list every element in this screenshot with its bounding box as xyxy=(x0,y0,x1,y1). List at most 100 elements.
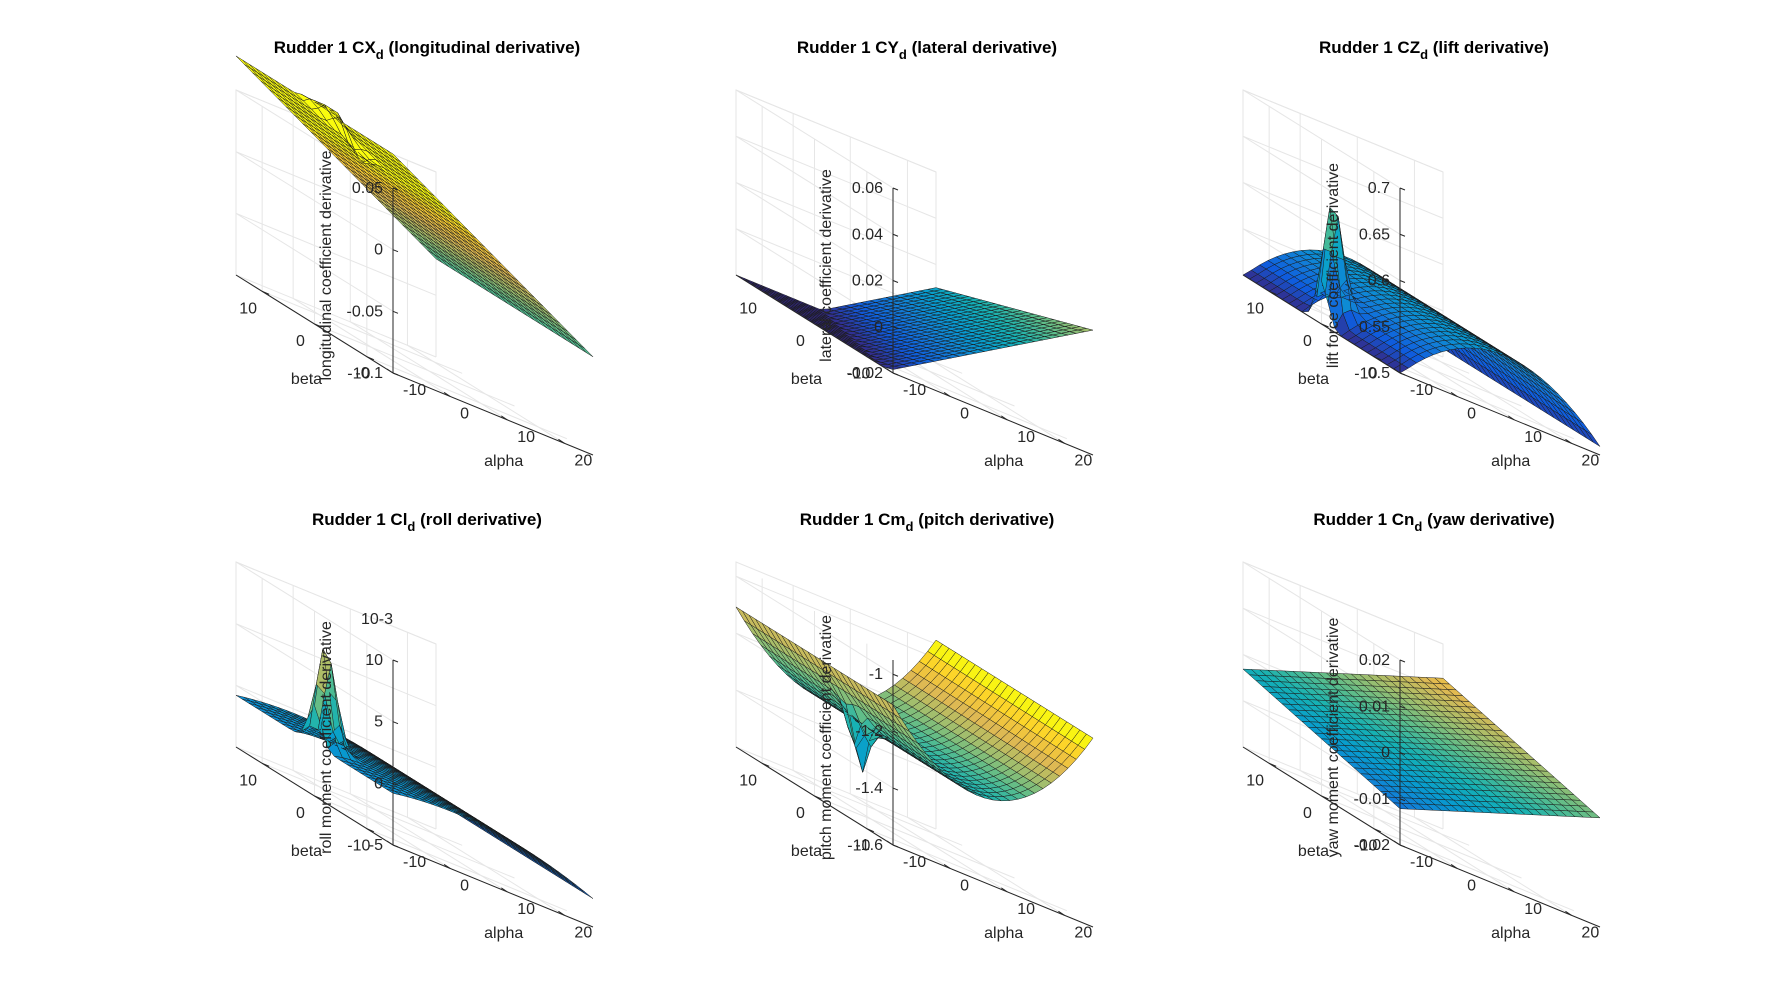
subplot-cx: -0.1 -0.05 0 0.05 -10 0 10 -10 0 10 20 alpha betalon… xyxy=(235,38,594,470)
z-tick-label: 0.04 xyxy=(852,226,883,243)
chart-title-main: Rudder 1 Cn xyxy=(1313,510,1414,529)
z-tick xyxy=(1399,844,1406,848)
beta-tick-label: 10 xyxy=(739,300,757,317)
alpha-tick-label: 20 xyxy=(1074,452,1092,469)
surface-patch xyxy=(571,339,587,353)
alpha-tick-label: 10 xyxy=(517,429,535,446)
alpha-tick-label: 20 xyxy=(1581,452,1599,469)
z-axis-label: pitch moment coefficient derivative xyxy=(818,615,835,860)
beta-axis-label: beta xyxy=(291,843,322,860)
surface-patch xyxy=(235,55,252,69)
alpha-gridline xyxy=(349,608,508,893)
z-tick-label: -1.2 xyxy=(855,723,883,740)
surface xyxy=(735,274,1094,370)
beta-tick xyxy=(866,828,875,833)
alpha-tick xyxy=(558,438,565,444)
z-tick-label: 0.01 xyxy=(1359,698,1390,715)
z-gridline xyxy=(235,561,437,661)
z-tick-label: 0 xyxy=(1381,745,1390,762)
chart-title-rest: (lift derivative) xyxy=(1428,38,1549,57)
beta-tick xyxy=(814,795,822,800)
beta-tick-label: -10 xyxy=(1354,838,1377,855)
beta-tick xyxy=(261,290,270,295)
chart-title-main: Rudder 1 CY xyxy=(797,38,900,57)
beta-tick xyxy=(1321,795,1329,800)
z-tick xyxy=(892,187,899,191)
surface xyxy=(735,606,1094,802)
surface-patch xyxy=(1077,733,1094,750)
z-gridline xyxy=(735,89,937,189)
surface-patch xyxy=(577,344,594,358)
chart-title: Rudder 1 CXd (longitudinal derivative) xyxy=(274,38,580,62)
beta-tick-label: -10 xyxy=(347,838,370,855)
z-tick xyxy=(1399,280,1406,283)
z-tick-label: 0.6 xyxy=(1368,273,1390,290)
surface-patch xyxy=(577,887,594,899)
chart-title-rest: (lateral derivative) xyxy=(907,38,1057,57)
z-tick-label: 5 xyxy=(374,714,383,731)
z-gridline xyxy=(1242,89,1444,189)
alpha-gridline xyxy=(1299,585,1458,869)
z-tick xyxy=(392,310,399,314)
beta-tick-label: 0 xyxy=(296,333,305,350)
alpha-gridline xyxy=(1356,608,1515,893)
alpha-axis xyxy=(392,844,594,928)
z-axis-label: longitudinal coefficient derivative xyxy=(318,150,335,380)
z-tick-label: -0.02 xyxy=(847,365,884,382)
alpha-tick xyxy=(1450,864,1458,869)
alpha-tick-label: -10 xyxy=(1410,854,1433,871)
chart-title-subscript: d xyxy=(376,47,384,62)
chart-title-subscript: d xyxy=(1420,47,1428,62)
alpha-tick-label: 10 xyxy=(1524,429,1542,446)
alpha-tick-label: 20 xyxy=(574,924,592,941)
z-gridline xyxy=(735,135,937,235)
z-tick xyxy=(392,844,399,848)
z-tick-label: 0 xyxy=(874,319,883,336)
chart-title-main: Rudder 1 CZ xyxy=(1319,38,1420,57)
alpha-tick xyxy=(1565,910,1572,916)
alpha-tick xyxy=(1393,368,1401,374)
beta-tick-label: 0 xyxy=(796,333,805,350)
box-back-edge xyxy=(735,89,937,357)
beta-axis-label: beta xyxy=(291,371,322,388)
beta-tick-label: 0 xyxy=(1303,333,1312,350)
chart-title-rest: (longitudinal derivative) xyxy=(384,38,580,57)
box-back-edge xyxy=(235,561,437,829)
beta-tick-label: 10 xyxy=(239,300,257,317)
z-tick-label: 0 xyxy=(374,242,383,259)
alpha-tick-label: 10 xyxy=(517,901,535,918)
surface-patch xyxy=(1584,811,1601,819)
beta-tick-label: -10 xyxy=(1354,366,1377,383)
beta-tick-label: 0 xyxy=(796,805,805,822)
chart-title: Rudder 1 Cld (roll derivative) xyxy=(312,510,542,534)
chart-title: Rudder 1 CZd (lift derivative) xyxy=(1319,38,1549,62)
chart-title-subscript: d xyxy=(906,519,914,534)
alpha-axis-label: alpha xyxy=(984,453,1023,470)
beta-tick xyxy=(1268,762,1277,767)
subplot-cm: -1.6 -1.4 -1.2 -1 -10 0 10 -10 0 10 20 alpha betapit… xyxy=(735,510,1094,942)
z-tick xyxy=(892,673,899,677)
z-gridline xyxy=(1242,135,1444,235)
alpha-tick xyxy=(386,368,394,374)
alpha-tick xyxy=(1450,392,1458,397)
alpha-tick-label: 0 xyxy=(960,877,969,894)
beta-tick xyxy=(366,828,375,833)
z-tick xyxy=(1399,372,1406,376)
beta-tick xyxy=(366,356,375,361)
beta-tick xyxy=(1373,356,1382,361)
subplot-cz: 0.5 0.55 0.6 0.65 0.7 -10 0 10 -10 0 10 20 alpha beta… xyxy=(1242,38,1601,470)
beta-tick xyxy=(314,795,322,800)
z-tick-label: 0.5 xyxy=(1368,365,1390,382)
alpha-axis xyxy=(892,372,1094,456)
z-tick-label: 10 xyxy=(365,652,383,669)
alpha-tick xyxy=(1058,910,1065,916)
alpha-axis-label: alpha xyxy=(984,925,1023,942)
alpha-tick-label: -10 xyxy=(903,382,926,399)
z-tick xyxy=(1399,659,1406,663)
z-tick-label: 0.06 xyxy=(852,180,883,197)
z-axis-label: lateral coefficient derivative xyxy=(818,169,835,362)
z-tick xyxy=(892,372,899,376)
alpha-tick-label: 20 xyxy=(1074,924,1092,941)
beta-tick-label: 10 xyxy=(1246,300,1264,317)
